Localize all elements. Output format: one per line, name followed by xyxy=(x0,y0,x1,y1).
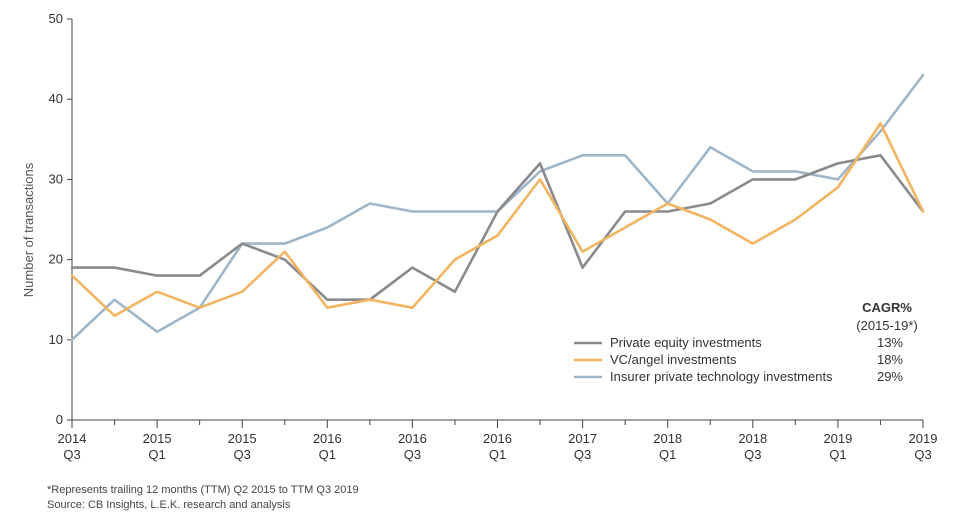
y-tick-label: 20 xyxy=(49,252,63,267)
x-tick-label-year: 2016 xyxy=(398,431,427,446)
x-tick-label-quarter: Q1 xyxy=(659,447,676,462)
x-tick-label-year: 2019 xyxy=(823,431,852,446)
x-tick-label-quarter: Q1 xyxy=(489,447,506,462)
legend-cagr-private-equity: 13% xyxy=(877,335,903,350)
y-axis-title: Number of transactions xyxy=(21,162,36,297)
x-tick-label-year: 2018 xyxy=(653,431,682,446)
legend-label-insurer-tech: Insurer private technology investments xyxy=(610,369,833,384)
x-tick-label-year: 2016 xyxy=(483,431,512,446)
y-tick-label: 30 xyxy=(49,171,63,186)
series-line-insurer-tech xyxy=(70,73,925,342)
x-tick-label-year: 2016 xyxy=(313,431,342,446)
x-tick-label-quarter: Q3 xyxy=(744,447,761,462)
x-tick-label-quarter: Q3 xyxy=(404,447,421,462)
y-tick-label: 10 xyxy=(49,332,63,347)
series-line-private-equity xyxy=(70,154,925,302)
x-tick-label-year: 2014 xyxy=(58,431,87,446)
legend-cagr-vc-angel: 18% xyxy=(877,352,903,367)
legend: CAGR% (2015-19*) Private equity investme… xyxy=(574,300,918,384)
x-tick-label-quarter: Q3 xyxy=(63,447,80,462)
x-tick-label-quarter: Q3 xyxy=(574,447,591,462)
x-tick-label-quarter: Q3 xyxy=(914,447,931,462)
x-tick-label-quarter: Q3 xyxy=(234,447,251,462)
legend-cagr-title: CAGR% xyxy=(862,300,912,315)
legend-label-vc-angel: VC/angel investments xyxy=(610,352,737,367)
series-layer xyxy=(70,73,925,342)
x-tick-label-year: 2019 xyxy=(909,431,938,446)
x-tick-label-quarter: Q1 xyxy=(319,447,336,462)
y-tick-label: 50 xyxy=(49,11,63,26)
y-axis: 0 10 20 30 40 50 xyxy=(49,11,73,427)
footnote-source: Source: CB Insights, L.E.K. research and… xyxy=(47,499,291,511)
legend-cagr-insurer-tech: 29% xyxy=(877,369,903,384)
footnote-note: *Represents trailing 12 months (TTM) Q2 … xyxy=(47,484,359,496)
legend-cagr-subtitle: (2015-19*) xyxy=(856,318,917,333)
x-tick-label-quarter: Q1 xyxy=(829,447,846,462)
series-line-vc-angel xyxy=(70,122,925,318)
x-tick-label-quarter: Q1 xyxy=(148,447,165,462)
x-tick-label-year: 2018 xyxy=(738,431,767,446)
x-axis: 2014Q32015Q12015Q32016Q12016Q32016Q12017… xyxy=(58,419,938,462)
x-tick-label-year: 2015 xyxy=(143,431,172,446)
x-tick-label-year: 2017 xyxy=(568,431,597,446)
y-tick-label: 0 xyxy=(56,412,63,427)
x-tick-label-year: 2015 xyxy=(228,431,257,446)
y-tick-label: 40 xyxy=(49,91,63,106)
legend-label-private-equity: Private equity investments xyxy=(610,335,762,350)
